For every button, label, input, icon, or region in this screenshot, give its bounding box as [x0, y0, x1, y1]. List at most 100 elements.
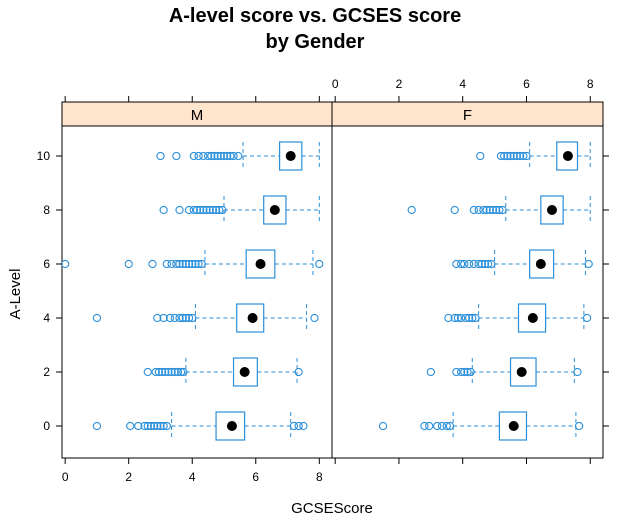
median-dot-F-10: [562, 151, 573, 161]
outlier-M-10-11: [223, 151, 232, 161]
outlier-M-10-5: [203, 151, 213, 161]
outlier-M-10-8: [213, 151, 222, 161]
outlier-M-8-11: [215, 205, 224, 215]
outlier-M-6-8: [181, 259, 191, 269]
y-tick-label-0: 0: [43, 419, 50, 433]
outlier-M-4-1: [153, 313, 162, 323]
outlier-M-0-4: [143, 421, 152, 431]
outlier-M-6-12: [194, 259, 203, 269]
outlier-F-2-3: [460, 367, 469, 377]
outlier-F-0-2: [425, 421, 434, 431]
outlier-F-2-1: [452, 367, 461, 377]
outlier-F-0-6: [445, 421, 455, 431]
outlier-F-6-2: [460, 259, 469, 269]
outlier-F-6-3: [464, 259, 474, 269]
outlier-M-2-7: [170, 367, 179, 377]
outlier-F-8-1: [450, 205, 459, 215]
outlier-F-4-2: [453, 313, 463, 323]
outlier-F-8-2: [469, 205, 479, 215]
outlier-M-6-13: [197, 259, 206, 269]
outlier-M-4-9: [188, 313, 197, 323]
outlier-M-2-1: [151, 367, 160, 377]
outlier-M-0-8: [156, 421, 165, 431]
outlier-M-10-9: [216, 151, 225, 161]
outlier-M-0-11: [289, 421, 299, 431]
panel-frame-F: [331, 125, 604, 459]
outlier-F-10-5: [509, 151, 518, 161]
outlier-F-0-5: [442, 421, 451, 431]
outlier-F-0-1: [420, 421, 429, 431]
outlier-M-8-3: [189, 205, 198, 215]
outlier-F-6-8: [484, 259, 493, 269]
outlier-F-10-2: [500, 151, 509, 161]
outlier-F-8-9: [495, 205, 504, 215]
outlier-F-4-4: [461, 313, 471, 323]
outlier-F-2-2: [456, 367, 466, 377]
outlier-M-8-0: [159, 205, 168, 215]
outlier-F-10-7: [515, 151, 525, 161]
outlier-F-8-5: [482, 205, 491, 215]
outlier-F-8-6: [485, 205, 494, 215]
strip-label-M: M: [191, 107, 204, 124]
outlier-F-2-4: [463, 367, 472, 377]
x-tick-label-F-4: 4: [459, 77, 466, 91]
outlier-M-2-3: [157, 367, 167, 377]
outlier-M-10-4: [199, 151, 208, 161]
outlier-M-6-6: [175, 259, 184, 269]
x-tick-label-M-8: 8: [316, 470, 323, 484]
outlier-M-0-1: [126, 421, 135, 431]
outlier-M-4-4: [170, 313, 179, 323]
y-tick-label-8: 8: [43, 203, 50, 217]
strip-M: [61, 101, 333, 127]
chart-subtitle: by Gender: [266, 31, 365, 53]
median-dot-M-8: [269, 205, 280, 215]
outlier-F-2-5: [466, 367, 475, 377]
median-dot-M-0: [226, 421, 237, 431]
outlier-M-8-9: [208, 205, 218, 215]
outlier-F-8-10: [498, 205, 507, 215]
x-tick-label-F-2: 2: [396, 77, 403, 91]
outlier-F-0-4: [437, 421, 447, 431]
outlier-F-10-0: [476, 151, 485, 161]
box-M-0: [215, 411, 246, 441]
outlier-M-8-6: [199, 205, 208, 215]
outlier-F-6-1: [456, 259, 466, 269]
outlier-F-6-7: [480, 259, 490, 269]
outlier-F-6-6: [477, 259, 486, 269]
outlier-F-10-6: [512, 151, 522, 161]
outlier-M-6-5: [172, 259, 181, 269]
median-dot-M-2: [239, 367, 250, 377]
median-dot-F-2: [516, 367, 527, 377]
outlier-F-4-6: [468, 313, 477, 323]
outlier-F-4-3: [456, 313, 466, 323]
outlier-F-10-4: [506, 151, 515, 161]
outlier-M-2-11: [294, 367, 303, 377]
x-tick-label-M-0: 0: [62, 470, 69, 484]
outlier-M-0-9: [159, 421, 168, 431]
outlier-F-2-6: [573, 367, 582, 377]
outlier-F-10-8: [519, 151, 528, 161]
outlier-M-2-4: [161, 367, 170, 377]
outlier-M-6-3: [162, 259, 171, 269]
outlier-M-0-0: [92, 421, 102, 431]
outlier-M-8-5: [196, 205, 205, 215]
outlier-M-4-8: [184, 313, 194, 323]
outlier-M-8-8: [205, 205, 214, 215]
median-dot-F-8: [546, 205, 557, 215]
box-F-4: [517, 303, 547, 333]
x-axis-label: GCSEScore: [291, 500, 373, 517]
outlier-M-6-0: [61, 259, 70, 269]
median-dot-F-4: [527, 313, 538, 323]
outlier-M-8-10: [211, 205, 221, 215]
outlier-F-6-10: [584, 259, 593, 269]
outlier-F-10-9: [522, 151, 531, 161]
median-dot-M-10: [285, 151, 296, 161]
outlier-M-2-0: [143, 367, 152, 377]
strip-label-F: F: [463, 107, 472, 124]
outlier-F-2-0: [426, 367, 435, 377]
outlier-M-0-10: [162, 421, 171, 431]
outlier-F-10-3: [503, 151, 512, 161]
outlier-M-10-10: [219, 151, 229, 161]
